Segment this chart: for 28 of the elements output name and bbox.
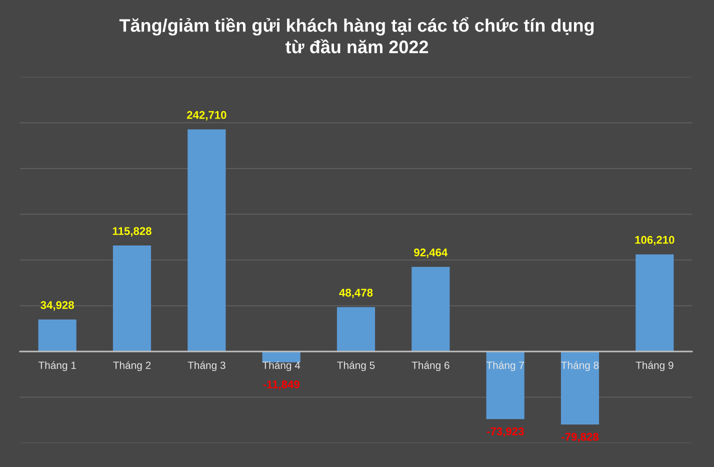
data-label: -11,849 — [263, 380, 300, 390]
bar — [112, 246, 152, 352]
bar — [560, 352, 600, 425]
bar — [38, 320, 76, 352]
data-label: 92,464 — [414, 248, 448, 258]
data-label: 48,478 — [339, 288, 373, 298]
x-tick-label: Tháng 4 — [262, 361, 300, 372]
x-tick-label: Tháng 2 — [113, 361, 151, 372]
x-tick-label: Tháng 8 — [561, 361, 599, 372]
bar — [188, 129, 226, 352]
bar — [262, 352, 300, 362]
data-label: -79,828 — [562, 432, 599, 442]
x-tick-label: Tháng 3 — [188, 361, 226, 372]
data-label: 242,710 — [186, 111, 226, 120]
x-tick-label: Tháng 7 — [486, 361, 524, 372]
bar — [636, 254, 674, 352]
chart-title: Tăng/giảm tiền gửi khách hàng tại các tổ chức tín dụng từ đầu năm 2022 — [119, 17, 594, 54]
bar — [336, 307, 376, 352]
bar — [412, 266, 450, 352]
data-label: -73,923 — [486, 427, 524, 437]
bar — [486, 352, 524, 420]
x-tick-label: Tháng 9 — [636, 361, 674, 372]
x-tick-label: Tháng 1 — [38, 361, 76, 372]
x-tick-label: Tháng 5 — [337, 361, 375, 372]
data-label: 115,828 — [112, 227, 152, 237]
data-label: 106,210 — [635, 236, 674, 246]
x-tick-label: Tháng 6 — [412, 361, 450, 372]
data-label: 34,928 — [40, 301, 74, 311]
